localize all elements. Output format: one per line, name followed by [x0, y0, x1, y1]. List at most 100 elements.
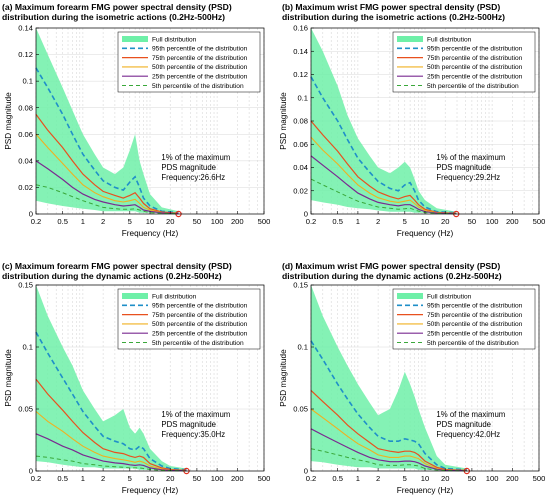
y-tick-label: 0.08 [293, 117, 308, 126]
series-p25 [35, 160, 179, 215]
series-p95 [35, 67, 179, 214]
y-tick-label: 0.14 [18, 24, 33, 33]
y-tick-label: 0.1 [297, 93, 308, 102]
legend-swatch-full-distribution [397, 36, 423, 42]
x-tick-label: 0.2 [31, 217, 42, 226]
x-tick-label: 500 [258, 217, 271, 226]
x-tick-label: 20 [441, 217, 449, 226]
legend-entry: 50th percentile of the distribution [152, 321, 248, 328]
x-tick-label: 20 [166, 474, 174, 483]
series-p25 [310, 428, 467, 472]
legend-entry: Full distribution [152, 36, 197, 43]
chart-title-line-2: distribution during the dynamic actions … [282, 271, 502, 281]
chart-title-line-1: (b) Maximum wrist FMG power spectral den… [282, 2, 500, 12]
x-tick-label: 1 [81, 217, 85, 226]
y-tick-label: 0.16 [293, 24, 308, 33]
legend-entry: 25th percentile of the distribution [152, 331, 248, 338]
legend-entry: 25th percentile of the distribution [427, 74, 523, 81]
legend-entry: 75th percentile of the distribution [427, 312, 523, 319]
annotation-line: 1% of the maximum [436, 153, 505, 162]
x-tick-label: 1 [81, 474, 85, 483]
y-tick-label: 0.1 [22, 343, 33, 352]
chart-panel-0: (a) Maximum forearm FMG power spectral d… [2, 2, 270, 238]
x-tick-label: 0.5 [332, 217, 343, 226]
x-tick-label: 0.2 [31, 474, 42, 483]
y-axis-label: PSD magnitude [279, 92, 288, 150]
annotation-line: PDS magnitude [436, 163, 491, 172]
series-p50 [310, 408, 467, 472]
annotation-line: 1% of the maximum [436, 410, 505, 419]
legend-entry: 5th percentile of the distribution [152, 83, 244, 90]
x-tick-label: 10 [146, 474, 154, 483]
x-tick-label: 5 [403, 474, 407, 483]
annotation-line: PDS magnitude [436, 420, 491, 429]
series-p50 [35, 411, 187, 472]
series-p75 [310, 389, 467, 471]
legend-entry: 50th percentile of the distribution [427, 321, 523, 328]
y-tick-label: 0.1 [22, 77, 33, 86]
legend-swatch-full-distribution [122, 36, 148, 42]
y-tick-label: 0.06 [293, 140, 308, 149]
legend-entry: 95th percentile of the distribution [152, 303, 248, 310]
legend-entry: Full distribution [152, 293, 197, 300]
x-tick-label: 200 [231, 474, 244, 483]
x-axis-label: Frequency (Hz) [397, 229, 454, 238]
x-tick-label: 50 [193, 217, 201, 226]
x-tick-label: 20 [441, 474, 449, 483]
annotation-line: 1% of the maximum [161, 153, 230, 162]
legend-entry: Full distribution [427, 293, 472, 300]
legend-swatch-full-distribution [122, 293, 148, 299]
y-tick-label: 0.12 [18, 50, 33, 59]
series-p50 [310, 136, 457, 215]
x-tick-label: 200 [506, 474, 519, 483]
legend: Full distribution 95th percentile of the … [117, 31, 261, 93]
series-p75 [35, 114, 179, 214]
series-p50 [35, 133, 179, 215]
x-tick-label: 2 [376, 474, 380, 483]
series-full-distribution [36, 28, 179, 214]
y-tick-label: 0.02 [293, 186, 308, 195]
x-tick-label: 0.2 [306, 474, 317, 483]
series-p95 [35, 331, 187, 471]
legend-entry: 50th percentile of the distribution [427, 64, 523, 71]
legend-entry: 50th percentile of the distribution [152, 64, 248, 71]
legend-entry: 95th percentile of the distribution [427, 46, 523, 53]
legend-entry: 5th percentile of the distribution [427, 83, 519, 90]
series-p95 [310, 340, 467, 471]
y-tick-label: 0.02 [18, 183, 33, 192]
legend-entry: 5th percentile of the distribution [152, 340, 244, 347]
annotation-line: Frequency:26.6Hz [161, 173, 225, 182]
chart-title-line-1: (c) Maximum forearm FMG power spectral d… [2, 261, 232, 271]
annotation-line: Frequency:29.2Hz [436, 173, 500, 182]
series-p5 [310, 448, 467, 472]
x-tick-label: 1 [356, 217, 360, 226]
x-tick-label: 2 [376, 217, 380, 226]
x-tick-label: 0.2 [306, 217, 317, 226]
x-tick-label: 0.5 [332, 474, 343, 483]
series-p5 [35, 184, 179, 215]
annotation-line: PDS magnitude [161, 163, 216, 172]
legend: Full distribution 95th percentile of the … [392, 31, 536, 93]
legend-entry: 5th percentile of the distribution [427, 340, 519, 347]
legend-entry: 95th percentile of the distribution [427, 303, 523, 310]
y-tick-label: 0.08 [18, 103, 33, 112]
x-tick-label: 100 [211, 217, 224, 226]
x-tick-label: 200 [506, 217, 519, 226]
y-tick-label: 0.05 [18, 405, 33, 414]
annotation-line: Frequency:42.0Hz [436, 430, 500, 439]
x-axis-label: Frequency (Hz) [397, 486, 454, 495]
y-tick-label: 0.12 [293, 70, 308, 79]
x-tick-label: 500 [533, 217, 546, 226]
x-axis-label: Frequency (Hz) [122, 486, 179, 495]
legend-entry: 75th percentile of the distribution [152, 55, 248, 62]
x-tick-label: 500 [258, 474, 271, 483]
x-tick-label: 200 [231, 217, 244, 226]
y-tick-label: 0.15 [293, 281, 308, 290]
chart-panel-3: (d) Maximum wrist FMG power spectral den… [279, 261, 545, 495]
chart-panel-2: (c) Maximum forearm FMG power spectral d… [2, 261, 270, 495]
y-tick-label: 0 [304, 467, 308, 476]
chart-title-line-1: (d) Maximum wrist FMG power spectral den… [282, 261, 500, 271]
y-axis-label: PSD magnitude [4, 349, 13, 407]
